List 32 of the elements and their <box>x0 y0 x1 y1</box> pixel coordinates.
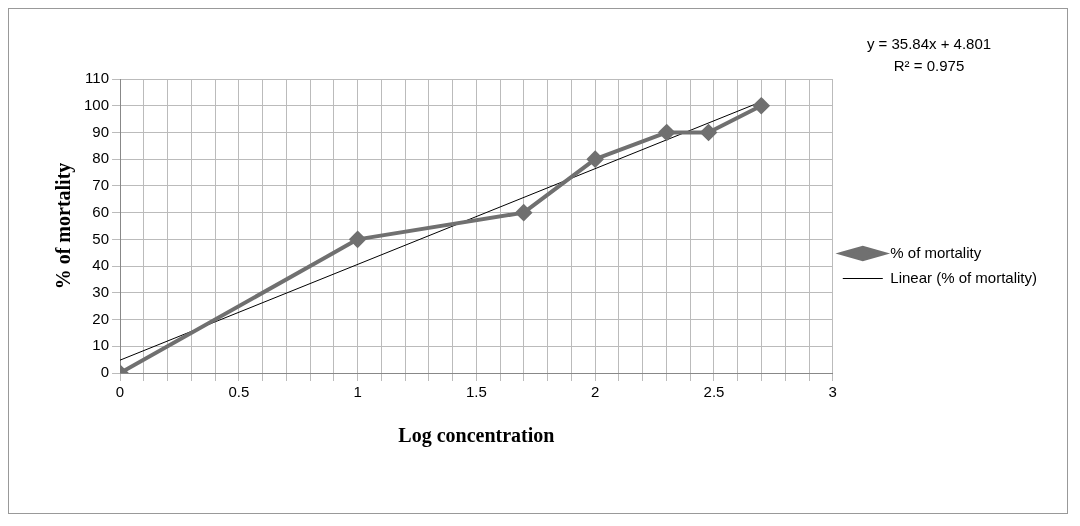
text: y = 35.84x + 4.801 <box>866 35 992 52</box>
legend-label: Linear (% of mortality) <box>890 268 1038 286</box>
point <box>700 124 717 141</box>
y-tick-label: 70 <box>92 176 110 194</box>
x-tick-label: 1 <box>353 383 362 401</box>
point <box>658 124 675 141</box>
y-tick-label: 90 <box>92 122 110 140</box>
chart-frame: Log concentration % of mortality % of mortality Linear (% of mortality) 0 0.5 1 1.5 2 2.5 3 0 10 20 30 40 50 60 70 80 90 100 110 y = 35.84x + 4.801 R² = 0.975 <box>8 8 1068 514</box>
y-tick-label: 30 <box>92 282 110 300</box>
x-axis-title: Log concentration <box>398 424 555 448</box>
y-tick-label: 40 <box>92 256 110 274</box>
x-tick-label: 2.5 <box>703 383 725 401</box>
y-tick-label: 0 <box>100 363 110 381</box>
x-tick-label: 0.5 <box>228 383 250 401</box>
x-tick-label: 2 <box>591 383 600 401</box>
text: R² = 0.975 <box>893 57 965 74</box>
y-tick-label: 50 <box>92 229 110 247</box>
y-tick-label: 60 <box>92 202 110 220</box>
point <box>753 97 770 114</box>
x-tick-label: 3 <box>828 383 837 401</box>
x-tick-label: 0 <box>115 383 125 401</box>
point <box>349 231 366 248</box>
y-tick-label: 20 <box>92 309 110 327</box>
point <box>587 151 604 168</box>
point <box>515 204 532 221</box>
legend-label: % of mortality <box>890 243 982 261</box>
y-tick-label: 100 <box>84 95 110 113</box>
y-tick-label: 110 <box>85 69 110 87</box>
x-tick-label: 1.5 <box>465 383 487 401</box>
y-tick-label: 80 <box>92 149 110 167</box>
y-axis-title: % of mortality <box>52 162 76 290</box>
y-tick-label: 10 <box>92 336 110 354</box>
